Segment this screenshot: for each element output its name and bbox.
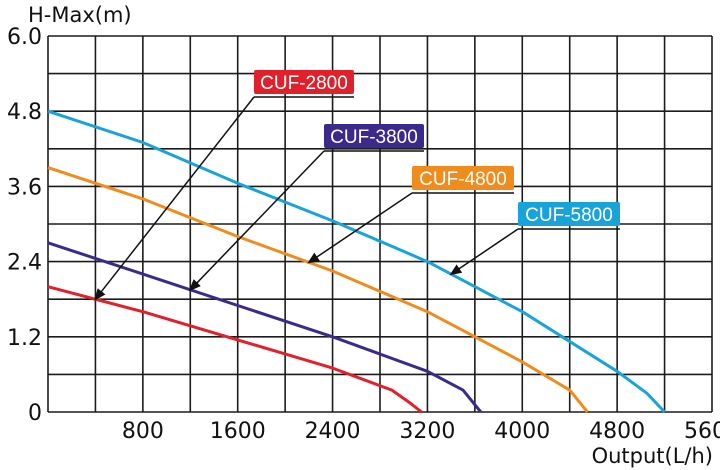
series-tag-box xyxy=(518,202,620,226)
tick-labels: 0 1.2 2.4 3.6 4.8 6.0 800 1600 2400 3200 4000 4800 5… xyxy=(7,25,720,444)
series-tag-label: CUF-5800 xyxy=(525,205,613,226)
y-tick-label: 6.0 xyxy=(7,25,42,50)
y-tick-label: 2.4 xyxy=(7,251,42,276)
series-tag-arrow xyxy=(188,150,325,292)
series-line xyxy=(47,166,589,413)
series-tag: CUF-5800 xyxy=(449,202,620,276)
x-tick-label: 2400 xyxy=(305,419,361,444)
x-tick-label: 4000 xyxy=(494,419,550,444)
series-line xyxy=(47,285,423,414)
y-tick-label: 1.2 xyxy=(7,326,42,351)
y-tick-label: 4.8 xyxy=(7,100,42,125)
y-tick-label: 3.6 xyxy=(7,175,42,200)
x-tick-label: 5600 xyxy=(684,419,720,444)
series-tag-label: CUF-4800 xyxy=(419,169,507,190)
series-tag-box xyxy=(254,70,354,94)
x-tick-label: 1600 xyxy=(210,419,266,444)
series-lines xyxy=(47,109,666,414)
x-tick-label: 4800 xyxy=(589,419,645,444)
series-tag: CUF-3800 xyxy=(188,124,424,292)
y-tick-label: 0 xyxy=(28,401,42,426)
series-tag: CUF-2800 xyxy=(94,70,354,301)
series-tag-arrow xyxy=(94,96,255,301)
series-line xyxy=(47,241,482,413)
x-tick-label: 800 xyxy=(122,419,164,444)
x-axis-title: Output(L/h) xyxy=(592,444,713,468)
series-tag-label: CUF-3800 xyxy=(330,127,418,148)
series-tag-box xyxy=(412,166,514,190)
series-tag: CUF-4800 xyxy=(307,166,514,264)
series-tag-label: CUF-2800 xyxy=(260,73,348,94)
series-line xyxy=(47,109,666,414)
x-tick-label: 3200 xyxy=(399,419,455,444)
series-tag-arrow xyxy=(449,228,519,276)
y-axis-title: H-Max(m) xyxy=(28,3,132,27)
series-tag-arrow xyxy=(307,192,413,264)
series-tag-box xyxy=(324,124,424,148)
